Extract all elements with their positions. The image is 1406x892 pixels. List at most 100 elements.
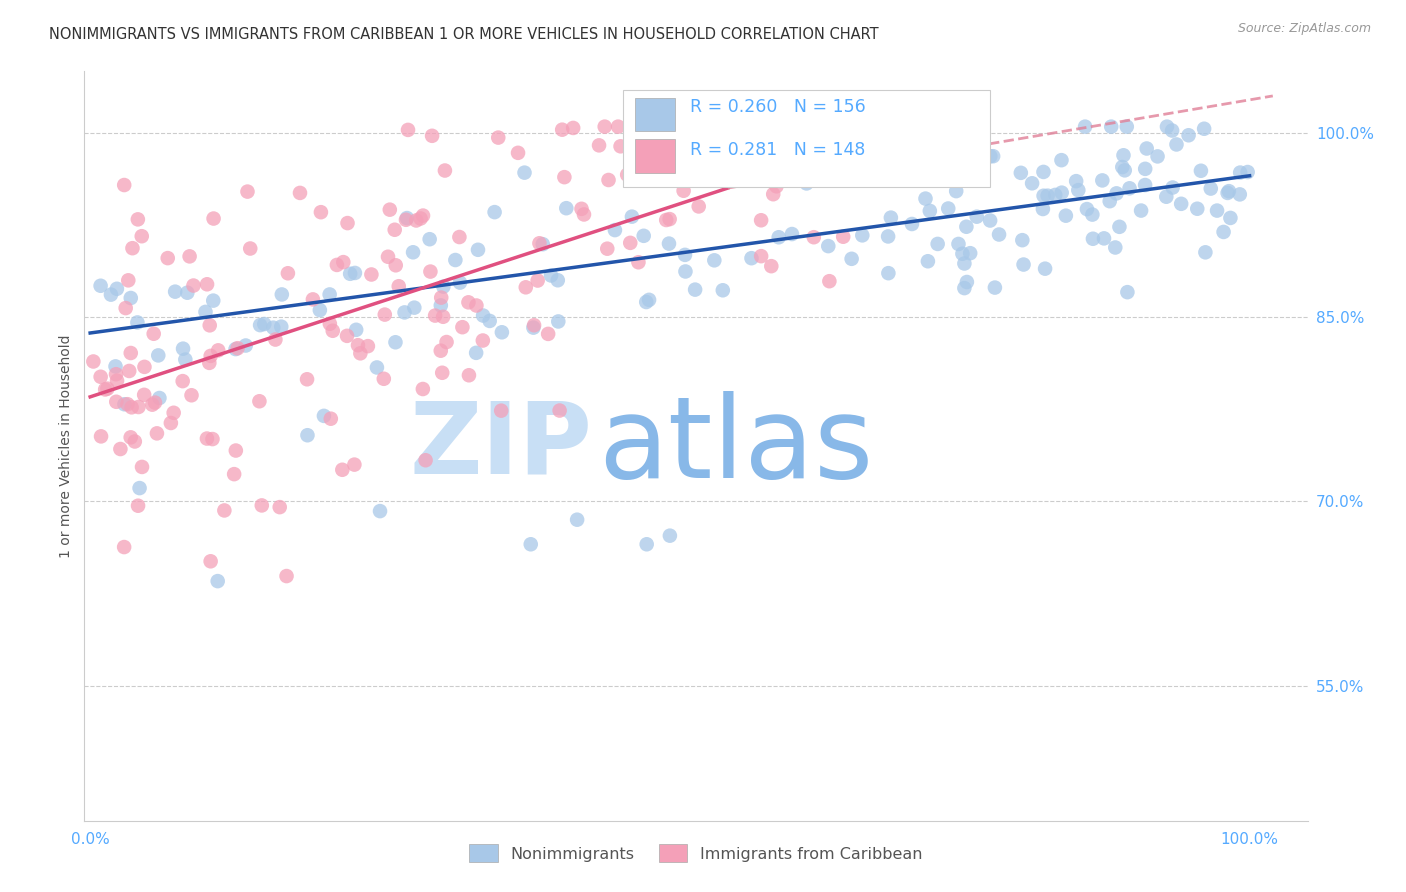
Point [1218, 184, 1240, 198]
Point [429, 343, 451, 358]
Point [201, 432, 224, 446]
Point [745, 171, 768, 186]
Point [120, 291, 142, 305]
Point [761, 259, 783, 273]
Point [472, 309, 495, 323]
Point [531, 237, 554, 252]
Point [551, 122, 574, 136]
Point [763, 146, 786, 161]
Point [1112, 148, 1135, 162]
Point [598, 173, 620, 187]
Point [336, 329, 359, 343]
Point [1136, 141, 1159, 155]
Point [214, 503, 236, 517]
Point [104, 359, 127, 374]
Point [955, 219, 977, 234]
Point [420, 128, 443, 143]
Point [235, 338, 257, 352]
Point [388, 279, 411, 293]
Point [322, 324, 344, 338]
Point [143, 395, 166, 409]
Point [330, 463, 353, 477]
Point [180, 388, 202, 402]
Point [112, 178, 135, 192]
Point [172, 342, 194, 356]
Point [250, 499, 273, 513]
Point [226, 341, 249, 355]
Point [952, 246, 974, 260]
Point [1045, 188, 1067, 202]
Text: NONIMMIGRANTS VS IMMIGRANTS FROM CARIBBEAN 1 OR MORE VEHICLES IN HOUSEHOLD CORRE: NONIMMIGRANTS VS IMMIGRANTS FROM CARIBBE… [49, 27, 879, 42]
Point [1135, 161, 1157, 176]
Point [127, 400, 149, 414]
Point [740, 251, 762, 265]
Point [297, 428, 319, 442]
FancyBboxPatch shape [636, 97, 675, 131]
Point [412, 209, 434, 223]
Point [703, 253, 725, 268]
Point [249, 318, 271, 332]
Point [1166, 137, 1188, 152]
Point [308, 303, 330, 318]
Point [276, 569, 298, 583]
Text: atlas: atlas [598, 391, 873, 501]
Point [1010, 166, 1032, 180]
Point [609, 139, 631, 153]
Point [114, 301, 136, 315]
Point [675, 264, 697, 278]
Point [703, 120, 725, 134]
Point [120, 430, 142, 444]
Point [1192, 121, 1215, 136]
Point [269, 500, 291, 515]
Point [114, 397, 136, 411]
Point [165, 285, 187, 299]
Point [818, 274, 841, 288]
Point [1050, 186, 1073, 200]
Point [489, 403, 512, 417]
Point [1115, 120, 1137, 134]
Point [1229, 187, 1251, 202]
Point [349, 346, 371, 360]
Point [956, 275, 979, 289]
Point [373, 372, 395, 386]
Point [195, 432, 218, 446]
Point [432, 279, 454, 293]
Point [249, 394, 271, 409]
Point [90, 278, 112, 293]
Point [1161, 123, 1184, 137]
Text: R = 0.281   N = 148: R = 0.281 N = 148 [690, 141, 865, 159]
Point [1054, 209, 1077, 223]
FancyBboxPatch shape [623, 90, 990, 187]
Point [202, 211, 225, 226]
Point [270, 287, 292, 301]
Point [451, 320, 474, 334]
Point [343, 458, 366, 472]
Point [633, 228, 655, 243]
Point [202, 293, 225, 308]
Point [374, 308, 396, 322]
Point [200, 554, 222, 568]
Point [880, 211, 903, 225]
Point [141, 398, 163, 412]
Point [195, 277, 218, 292]
Point [134, 388, 156, 402]
Point [832, 229, 855, 244]
Point [658, 212, 681, 227]
FancyBboxPatch shape [636, 139, 675, 172]
Point [1116, 285, 1139, 300]
Point [523, 318, 546, 333]
Point [336, 216, 359, 230]
Point [412, 382, 434, 396]
Point [423, 309, 446, 323]
Point [1067, 183, 1090, 197]
Point [877, 229, 900, 244]
Point [688, 199, 710, 213]
Point [277, 266, 299, 280]
Point [1199, 181, 1222, 195]
Point [339, 267, 361, 281]
Point [607, 120, 630, 134]
Point [200, 349, 222, 363]
Point [768, 230, 790, 244]
Point [620, 210, 643, 224]
Point [312, 409, 335, 423]
